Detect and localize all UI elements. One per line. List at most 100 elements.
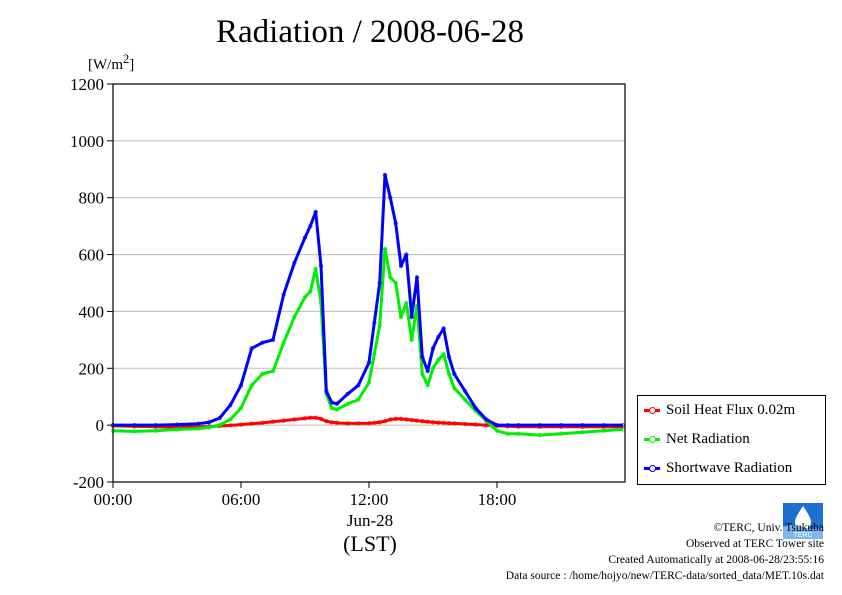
data-point	[382, 418, 388, 424]
data-point	[473, 405, 478, 411]
chart-title: Radiation / 2008-06-28	[216, 14, 524, 50]
data-point	[329, 420, 334, 425]
data-point	[174, 422, 180, 427]
data-point	[270, 368, 276, 374]
data-point	[174, 427, 180, 432]
data-point	[537, 432, 542, 438]
data-point	[516, 422, 521, 428]
series-line-0	[112, 416, 623, 429]
data-point	[313, 415, 318, 420]
data-point	[281, 418, 286, 423]
data-point	[334, 401, 340, 407]
y-tick-label: 800	[79, 189, 105, 208]
data-point	[260, 371, 265, 377]
data-point	[260, 420, 265, 426]
legend-item-soil-heat-flux: Soil Heat Flux 0.02m	[638, 396, 825, 425]
data-point	[329, 405, 334, 411]
data-point	[308, 223, 313, 229]
data-point	[372, 420, 377, 426]
data-point	[393, 221, 398, 226]
data-point	[516, 431, 521, 436]
data-point	[260, 340, 265, 345]
data-point	[377, 323, 382, 328]
data-point	[318, 263, 324, 269]
data-point	[366, 360, 372, 365]
data-point	[436, 357, 441, 362]
data-point	[281, 292, 286, 297]
data-point	[462, 397, 468, 402]
data-point	[558, 422, 564, 428]
data-point	[409, 417, 414, 423]
data-point	[302, 416, 308, 421]
data-point	[366, 380, 372, 385]
data-point	[441, 351, 446, 357]
data-point	[398, 416, 404, 422]
data-point	[345, 391, 350, 397]
data-point	[404, 252, 409, 257]
series-line-2	[113, 173, 623, 427]
data-point	[398, 263, 404, 269]
x-tick-label: 18:00	[478, 490, 517, 509]
data-point	[601, 422, 606, 428]
data-point	[270, 337, 276, 343]
data-point	[436, 334, 441, 340]
credit-copyright: ©TERC, Univ. Tsukuba	[713, 522, 824, 534]
y-tick-label: -200	[73, 473, 104, 492]
data-point	[537, 422, 542, 428]
x-tick-label: 00:00	[94, 490, 133, 509]
data-point	[196, 421, 201, 426]
data-point	[132, 429, 137, 434]
logo-text: TERC	[793, 532, 812, 539]
legend-item-net-radiation: Net Radiation	[638, 425, 825, 454]
data-point	[206, 420, 212, 425]
data-point	[377, 280, 382, 286]
data-point	[153, 422, 158, 428]
credit-source: Data source : /home/hojyo/new/TERC-data/…	[505, 570, 824, 582]
data-point	[404, 300, 409, 306]
series-line-1	[112, 247, 624, 437]
data-point	[484, 422, 489, 428]
data-point	[345, 421, 350, 426]
data-point	[494, 422, 500, 428]
data-point	[430, 420, 436, 425]
data-point	[334, 407, 340, 412]
data-point	[302, 235, 308, 240]
data-point	[388, 275, 393, 280]
data-point	[377, 420, 382, 425]
data-point	[414, 418, 420, 423]
data-point	[329, 400, 334, 405]
data-point	[372, 320, 377, 325]
data-point	[292, 260, 297, 266]
chart-legend: Soil Heat Flux 0.02m Net Radiation Short…	[637, 395, 826, 485]
legend-item-shortwave-radiation: Shortwave Radiation	[638, 454, 825, 483]
data-point	[388, 195, 393, 200]
data-point	[249, 421, 254, 426]
data-point	[425, 419, 430, 424]
data-point	[505, 422, 510, 428]
data-point	[308, 289, 313, 294]
data-point	[558, 431, 564, 436]
data-point	[382, 172, 388, 178]
data-point	[505, 431, 510, 436]
data-point	[446, 371, 452, 377]
legend-swatch-red	[644, 407, 660, 414]
data-point	[217, 422, 222, 428]
data-point	[393, 280, 398, 286]
data-point	[494, 428, 500, 434]
credits-block: ©TERC, Univ. Tsukuba Observed at TERC To…	[506, 520, 824, 584]
legend-label: Soil Heat Flux 0.02m	[666, 402, 796, 418]
y-tick-label: 1000	[70, 132, 104, 151]
data-point	[356, 383, 361, 388]
x-tick-label: 12:00	[350, 490, 389, 509]
data-point	[473, 422, 478, 427]
data-point	[345, 401, 350, 407]
data-point	[324, 388, 329, 394]
data-point	[206, 425, 212, 430]
x-axis-title: (LST)	[343, 531, 397, 556]
data-point	[446, 420, 452, 426]
y-tick-label: 200	[79, 359, 105, 378]
data-point	[228, 423, 233, 428]
data-point	[249, 383, 254, 388]
data-point	[217, 415, 222, 421]
